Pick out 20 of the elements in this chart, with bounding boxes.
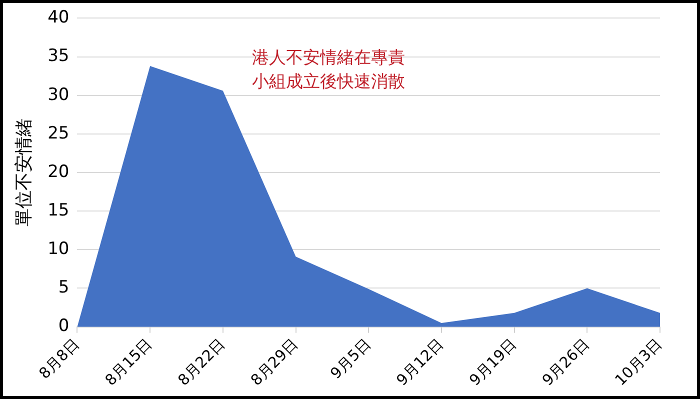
x-tick-label: 8月8日 bbox=[35, 335, 83, 382]
y-tick-label: 20 bbox=[48, 162, 70, 182]
x-tick-label: 9月5日 bbox=[326, 335, 374, 382]
x-tick-label: 8月29日 bbox=[247, 335, 302, 390]
y-tick-label: 40 bbox=[48, 8, 70, 28]
y-tick-label: 25 bbox=[48, 123, 70, 144]
y-tick-label: 30 bbox=[48, 84, 70, 105]
y-tick-label: 10 bbox=[48, 239, 70, 260]
x-tick-label: 8月22日 bbox=[174, 335, 229, 390]
x-tick-label: 9月19日 bbox=[466, 335, 520, 390]
y-tick-label: 5 bbox=[58, 278, 70, 298]
y-tick-label: 35 bbox=[48, 46, 70, 66]
y-tick-label: 15 bbox=[48, 200, 70, 221]
y-axis-title: 單位不安情緒 bbox=[13, 118, 34, 227]
x-tick-label: 10月3日 bbox=[611, 335, 666, 390]
x-tick-label: 9月12日 bbox=[392, 335, 448, 390]
x-tick-label: 8月15日 bbox=[101, 335, 156, 390]
annotation: 港人不安情緒在專責小組成立後快速消散 bbox=[252, 48, 406, 92]
x-tick-label: 9月26日 bbox=[538, 335, 593, 390]
y-tick-label: 0 bbox=[58, 316, 70, 336]
